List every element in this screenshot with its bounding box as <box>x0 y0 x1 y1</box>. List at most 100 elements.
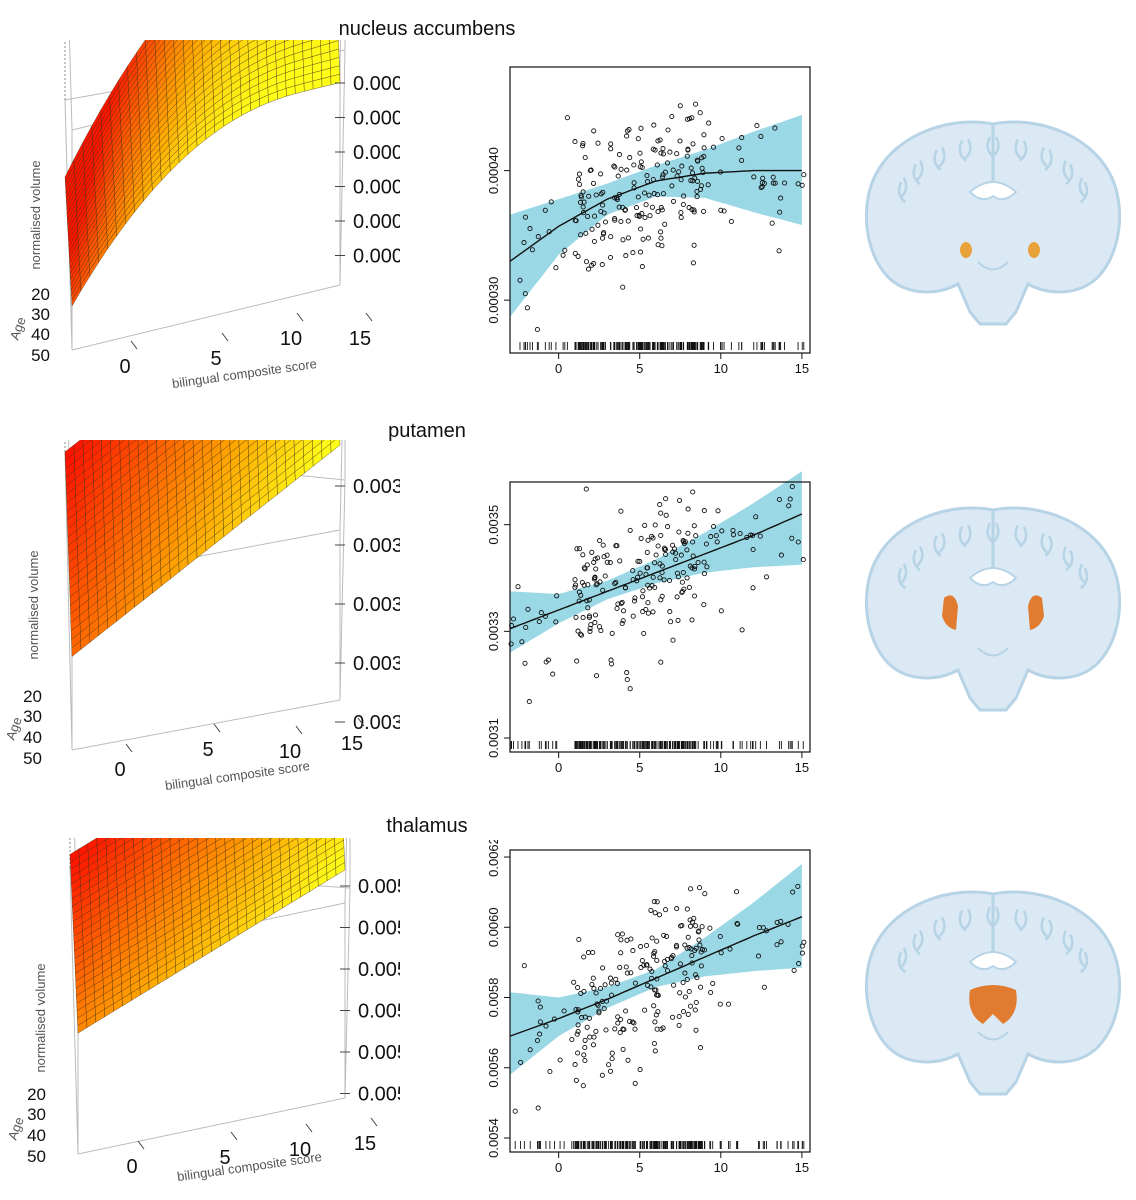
data-point <box>680 979 686 986</box>
data-point <box>616 204 622 210</box>
data-point <box>669 183 675 189</box>
surface-plot-accumbens: 0.00038 0.00036 0.00034 0.00032 0.00030 0.000… <box>7 40 400 391</box>
data-point <box>682 539 688 545</box>
brain-gyrus <box>1065 163 1074 186</box>
data-point <box>600 542 606 548</box>
data-point <box>606 1062 612 1068</box>
data-point <box>685 1011 691 1017</box>
data-point <box>658 510 664 516</box>
data-point <box>774 919 780 925</box>
x-tick-label: 5 <box>210 348 221 370</box>
z-axis-title: normalised volume <box>26 550 41 659</box>
x-axis-title: bilingual composite score <box>164 758 311 793</box>
data-point <box>699 165 705 171</box>
data-point <box>593 673 600 679</box>
data-point <box>655 992 661 998</box>
data-point <box>667 149 673 155</box>
data-point <box>710 144 717 150</box>
data-point <box>691 593 698 599</box>
data-point <box>621 1026 627 1033</box>
brain-gyrus <box>937 916 946 939</box>
brain-gyrus <box>1019 526 1028 548</box>
data-point <box>651 953 657 959</box>
data-point <box>614 605 620 612</box>
z-tick-label: 0.00036 <box>353 108 400 130</box>
data-point <box>679 163 685 169</box>
data-point <box>613 976 619 982</box>
age-tick-label: 50 <box>27 1147 46 1166</box>
data-point <box>694 194 700 200</box>
data-point <box>697 1045 704 1051</box>
data-point <box>689 953 695 959</box>
data-point <box>769 220 775 226</box>
data-point <box>602 219 609 225</box>
data-point <box>624 970 630 976</box>
data-point <box>582 154 588 161</box>
data-point <box>618 166 624 172</box>
data-point <box>693 945 699 951</box>
data-point <box>674 151 680 157</box>
data-point <box>684 906 690 912</box>
region-highlight <box>1028 242 1040 258</box>
data-point <box>702 891 708 897</box>
data-point <box>795 539 801 545</box>
data-point <box>703 541 709 547</box>
x-tick-label: 15 <box>341 733 363 755</box>
data-point <box>750 546 756 553</box>
data-point <box>599 235 606 241</box>
data-point <box>655 138 661 144</box>
data-point <box>658 532 664 539</box>
data-point <box>561 1008 567 1014</box>
data-point <box>676 497 683 503</box>
data-point <box>666 577 673 584</box>
data-point <box>624 937 630 943</box>
data-point <box>627 1018 633 1024</box>
data-point <box>688 886 694 892</box>
data-point <box>690 178 696 184</box>
x-tick-label: 5 <box>202 739 213 761</box>
data-point <box>615 1014 621 1020</box>
data-point <box>583 259 590 265</box>
x-tick-label: 0 <box>126 1156 137 1178</box>
data-point <box>651 899 657 905</box>
data-point <box>580 552 586 558</box>
panel-title-putamen: putamen <box>388 420 466 442</box>
brain-gyrus <box>1062 160 1071 182</box>
brain-gyrus <box>1044 535 1053 557</box>
data-point <box>620 1046 626 1052</box>
plot-frame <box>509 66 811 354</box>
data-point <box>675 617 681 623</box>
data-point <box>652 949 658 955</box>
age-tick-label: 40 <box>31 325 50 344</box>
x-tick-mark <box>125 743 133 753</box>
data-point <box>521 963 527 969</box>
data-point <box>772 180 778 186</box>
data-point <box>734 889 740 895</box>
data-point <box>580 140 586 146</box>
data-point <box>535 998 541 1004</box>
data-point <box>571 979 577 985</box>
data-point <box>687 923 694 929</box>
z-tick-label: 0.0034 <box>353 594 400 616</box>
data-point <box>645 610 651 616</box>
brain-ventricle <box>968 181 1018 201</box>
age-tick-label: 20 <box>31 285 50 304</box>
data-point <box>588 622 594 628</box>
data-point <box>701 559 707 565</box>
data-point <box>690 260 696 266</box>
brain-gyrus <box>1040 916 1049 939</box>
data-point <box>755 953 762 959</box>
data-point <box>649 533 655 539</box>
data-point <box>580 615 586 621</box>
brain-gyrus <box>958 526 967 548</box>
brain-gyrus <box>963 908 972 931</box>
data-point <box>589 549 595 555</box>
data-point <box>696 937 702 943</box>
data-point <box>645 235 651 241</box>
data-point <box>581 1052 587 1058</box>
data-point <box>657 575 663 581</box>
brain-gyrus <box>1065 549 1074 572</box>
data-point <box>586 1015 592 1021</box>
brain-gyrus <box>937 532 946 555</box>
data-point <box>586 614 592 621</box>
